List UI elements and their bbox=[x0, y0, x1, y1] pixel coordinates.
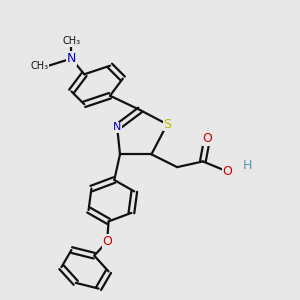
Text: O: O bbox=[202, 132, 212, 145]
Text: O: O bbox=[222, 165, 232, 178]
Text: N: N bbox=[67, 52, 76, 65]
Text: H: H bbox=[243, 159, 252, 172]
Text: S: S bbox=[163, 118, 171, 131]
Text: O: O bbox=[102, 235, 112, 248]
Text: N: N bbox=[113, 122, 121, 132]
Text: CH₃: CH₃ bbox=[30, 61, 49, 71]
Text: CH₃: CH₃ bbox=[62, 36, 80, 46]
